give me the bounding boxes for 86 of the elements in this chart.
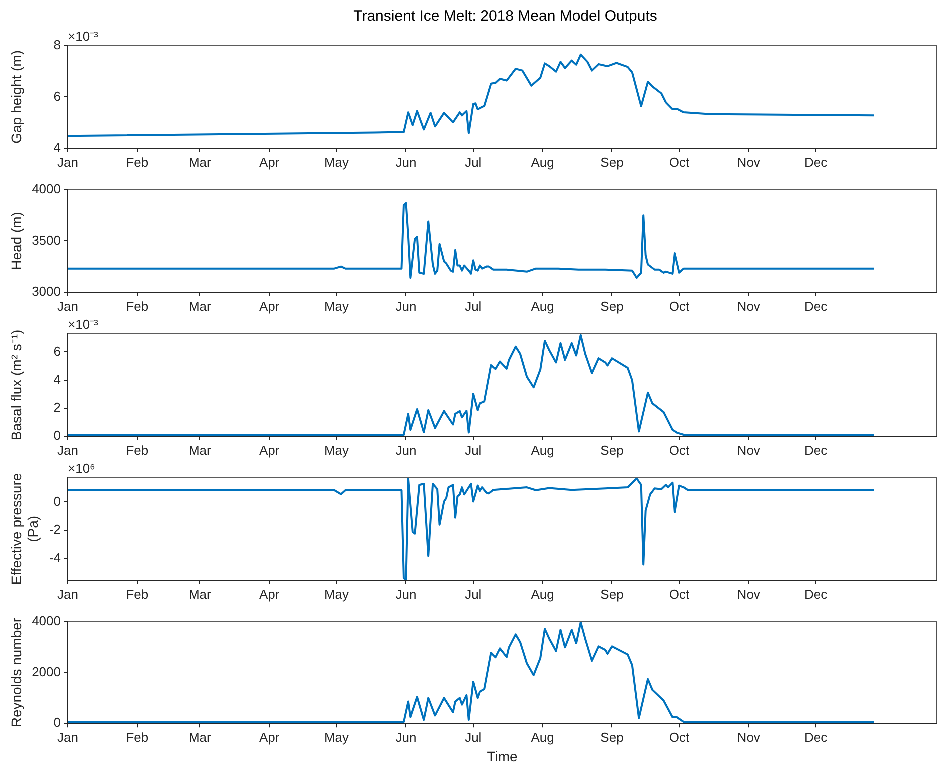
y-tick-label: 8 — [54, 38, 61, 53]
y-axis-title: Head (m) — [8, 212, 24, 270]
x-tick-label: May — [324, 730, 350, 745]
x-tick-label: Mar — [188, 730, 212, 745]
y-tick-label: 0 — [54, 428, 61, 443]
x-tick-label: Jun — [396, 730, 417, 745]
x-tick-label: May — [324, 586, 350, 602]
y-tick-label: 2000 — [32, 664, 61, 680]
x-tick-label: Feb — [126, 298, 149, 314]
x-tick-label: Oct — [669, 442, 690, 458]
x-tick-label: Jun — [396, 298, 417, 314]
x-tick-label: Dec — [804, 730, 828, 745]
y-axis-title: Basal flux (m² s⁻¹) — [8, 330, 24, 441]
y-tick-label: 0 — [54, 715, 61, 730]
x-tick-label: Feb — [126, 730, 149, 745]
x-tick-label: Sep — [600, 586, 624, 602]
x-tick-label: Feb — [126, 586, 149, 602]
x-tick-label: Dec — [804, 298, 828, 314]
x-tick-label: Nov — [737, 298, 761, 314]
x-tick-label: Jan — [58, 298, 78, 314]
y-tick-label: 6 — [54, 344, 61, 359]
x-tick-label: Nov — [737, 442, 761, 458]
x-tick-label: Jun — [396, 442, 417, 458]
x-tick-label: May — [324, 442, 350, 458]
x-tick-label: Mar — [188, 442, 212, 458]
x-tick-label: Aug — [531, 442, 554, 458]
x-tick-label: Sep — [600, 730, 624, 745]
y-axis-title: Effective pressure (Pa) — [8, 473, 42, 586]
x-tick-label: Aug — [531, 298, 554, 314]
y-tick-label: -2 — [49, 522, 61, 538]
x-tick-label: Jan — [58, 442, 78, 458]
y-tick-label: 3500 — [32, 232, 61, 248]
x-tick-label: Jun — [396, 154, 417, 170]
x-tick-label: Sep — [600, 442, 624, 458]
x-tick-label: Dec — [804, 586, 828, 602]
x-tick-label: Apr — [259, 730, 280, 745]
y-tick-label: 4000 — [32, 614, 61, 629]
y-tick-label: 4000 — [32, 182, 61, 197]
x-tick-label: Nov — [737, 586, 761, 602]
x-tick-label: Jan — [58, 586, 78, 602]
x-tick-label: Sep — [600, 154, 624, 170]
x-tick-label: Jul — [465, 730, 482, 745]
y-tick-label: 4 — [54, 372, 61, 387]
x-tick-label: Nov — [737, 730, 761, 745]
text: ×10⁶ — [68, 461, 96, 476]
x-tick-label: Jul — [465, 586, 482, 602]
x-tick-label: Oct — [669, 298, 690, 314]
x-tick-label: Jul — [465, 154, 482, 170]
x-tick-label: Jul — [465, 442, 482, 458]
x-tick-label: Oct — [669, 154, 690, 170]
x-tick-label: Apr — [259, 586, 280, 602]
text: ×10⁻³ — [68, 29, 100, 44]
x-tick-label: Mar — [188, 586, 212, 602]
x-tick-label: Feb — [126, 154, 149, 170]
x-tick-label: May — [324, 298, 350, 314]
x-tick-label: Mar — [188, 298, 212, 314]
x-tick-label: Apr — [259, 442, 280, 458]
x-tick-label: Oct — [669, 730, 690, 745]
text: ×10⁻³ — [68, 317, 100, 332]
x-tick-label: Apr — [259, 298, 280, 314]
x-tick-label: Aug — [531, 154, 554, 170]
x-tick-label: Jan — [58, 730, 78, 745]
x-tick-label: Aug — [531, 586, 554, 602]
x-tick-label: Mar — [188, 154, 212, 170]
y-tick-label: 3000 — [32, 284, 61, 299]
x-tick-label: Nov — [737, 154, 761, 170]
x-axis-title: Time — [487, 748, 518, 764]
chart-title: Transient Ice Melt: 2018 Mean Model Outputs — [352, 8, 658, 27]
x-tick-label: May — [324, 154, 350, 170]
x-tick-label: Oct — [669, 586, 690, 602]
y-tick-label: 0 — [54, 494, 61, 509]
x-tick-label: Apr — [259, 154, 280, 170]
y-tick-label: 6 — [54, 88, 61, 104]
x-tick-label: Jan — [58, 154, 78, 170]
x-tick-label: Feb — [126, 442, 149, 458]
y-axis-title: Reynolds number — [8, 618, 24, 728]
y-tick-label: -4 — [49, 550, 61, 566]
x-tick-label: Aug — [531, 730, 554, 745]
x-tick-label: Dec — [804, 442, 828, 458]
x-tick-label: Sep — [600, 298, 624, 314]
x-tick-label: Jul — [465, 298, 482, 314]
y-tick-label: 4 — [54, 140, 61, 155]
y-axis-title: Gap height (m) — [8, 50, 24, 144]
y-tick-label: 2 — [54, 400, 61, 415]
x-tick-label: Dec — [804, 154, 828, 170]
x-tick-label: Jun — [396, 586, 417, 602]
